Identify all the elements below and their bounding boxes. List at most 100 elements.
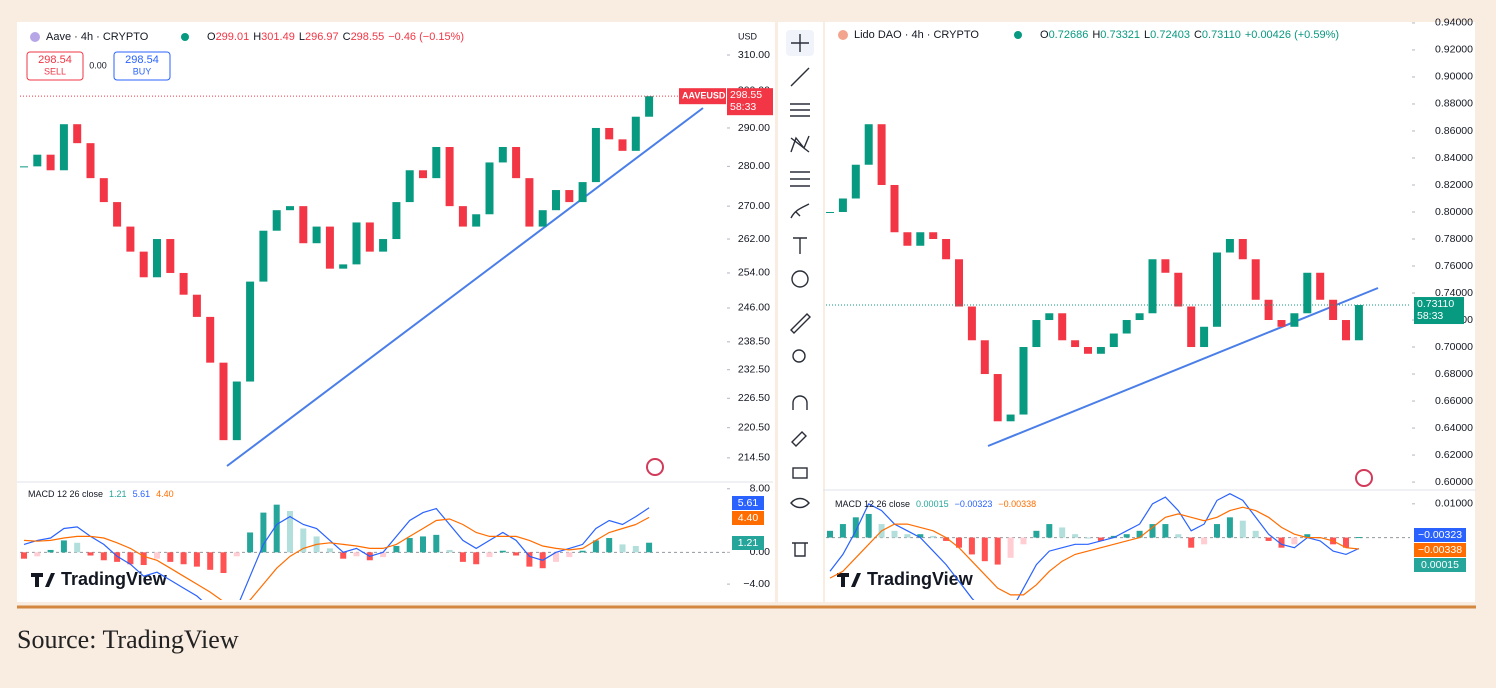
- candle: [1290, 313, 1299, 327]
- trend-line[interactable]: [987, 287, 1379, 447]
- value-box: [732, 496, 764, 510]
- candle: [73, 124, 82, 144]
- value-box-label: 4.40: [738, 512, 759, 524]
- sell-price[interactable]: 298.54: [38, 54, 72, 66]
- candle: [1019, 347, 1028, 415]
- histogram-bar: [852, 517, 859, 538]
- histogram-bar: [904, 534, 911, 538]
- sell-label[interactable]: SELL: [44, 66, 66, 76]
- candle: [1071, 340, 1080, 348]
- histogram-bar: [1252, 530, 1259, 538]
- candle: [1122, 320, 1131, 334]
- fib-tool[interactable]: [790, 103, 810, 117]
- candle: [916, 232, 925, 246]
- candle: [206, 316, 215, 363]
- flag-icon: [646, 458, 664, 476]
- macd-tick-label: 8.00: [750, 483, 771, 495]
- candle: [192, 294, 201, 317]
- price-tag: 298.55: [730, 89, 762, 101]
- histogram-bar: [1085, 537, 1091, 539]
- candle: [20, 166, 28, 168]
- price-tick-label: 0.70000: [1435, 341, 1473, 353]
- histogram-bar: [287, 511, 293, 553]
- legend-value: −0.00323: [955, 499, 993, 509]
- delete-tool[interactable]: [792, 542, 808, 557]
- histogram-bar: [1355, 537, 1362, 539]
- candle: [405, 170, 414, 203]
- ticker-tag: AAVEUSD: [682, 91, 726, 101]
- quote-key: O: [1040, 29, 1049, 41]
- value-box: [1414, 543, 1466, 557]
- lock-draw-tool[interactable]: [791, 431, 807, 447]
- projection-tool[interactable]: [790, 171, 810, 187]
- macd-tick-label: −4.00: [743, 578, 770, 590]
- histogram-bar: [380, 552, 387, 558]
- emoji-tool[interactable]: [791, 270, 809, 288]
- candle: [458, 206, 467, 227]
- text-tool[interactable]: [793, 237, 807, 254]
- histogram-bar: [273, 504, 280, 553]
- value-box-label: −0.00338: [1418, 544, 1462, 556]
- brush-tool[interactable]: [790, 203, 810, 219]
- histogram-bar: [1265, 537, 1272, 541]
- candle: [591, 127, 600, 183]
- candle: [246, 281, 255, 382]
- price-tick-label: 0.74000: [1435, 287, 1473, 299]
- histogram-bar: [1188, 537, 1195, 548]
- pattern-tool[interactable]: [790, 135, 810, 153]
- histogram-bar: [433, 534, 440, 553]
- histogram-bar: [553, 552, 559, 562]
- candle: [552, 190, 560, 211]
- histogram-bar: [619, 544, 626, 553]
- buy-button[interactable]: [113, 51, 171, 81]
- trend-line[interactable]: [226, 107, 704, 467]
- candle: [59, 124, 68, 171]
- symbol: Lido DAO · 4h · CRYPTO: [854, 29, 979, 41]
- crosshair-tool[interactable]: [791, 34, 809, 52]
- price-tag-bg: [1414, 297, 1464, 325]
- candle: [838, 198, 847, 212]
- price-tick-label: 226.50: [738, 392, 770, 404]
- price-tick-label: 280.00: [738, 160, 770, 172]
- candle: [605, 127, 614, 140]
- countdown: 58:33: [730, 101, 756, 113]
- quote-value: 0.73321: [1100, 29, 1140, 41]
- zoom-tool[interactable]: [792, 349, 806, 363]
- price-tick-label: 0.66000: [1435, 395, 1473, 407]
- candle: [352, 222, 361, 265]
- candle: [113, 202, 122, 227]
- histogram-bar: [956, 537, 962, 548]
- price-tag: 0.73110: [1417, 298, 1454, 310]
- histogram-bar: [606, 538, 613, 553]
- candle: [99, 178, 108, 203]
- toolbar[interactable]: [786, 30, 814, 557]
- price-tick-label: 0.60000: [1435, 476, 1473, 488]
- macd-line: [829, 493, 1360, 600]
- status-dot: [181, 33, 189, 41]
- macd-title: MACD 12 26 close: [835, 499, 910, 509]
- price-tick-label: 220.50: [738, 421, 770, 433]
- quote-key: O: [207, 31, 216, 43]
- candle: [955, 259, 963, 307]
- ruler-tool[interactable]: [790, 313, 811, 334]
- hide-tool[interactable]: [790, 497, 810, 509]
- buy-label[interactable]: BUY: [133, 66, 152, 76]
- line-tool[interactable]: [790, 67, 810, 87]
- sell-button[interactable]: [26, 51, 84, 81]
- histogram-bar: [446, 549, 453, 553]
- candle: [1109, 333, 1118, 348]
- candle: [525, 178, 534, 227]
- currency[interactable]: USD: [738, 31, 758, 41]
- lock-tool[interactable]: [792, 467, 808, 479]
- histogram-bar: [994, 537, 1001, 565]
- buy-price[interactable]: 298.54: [125, 54, 159, 66]
- candle: [565, 190, 574, 203]
- histogram-bar: [827, 530, 833, 538]
- candle: [485, 162, 494, 215]
- magnet-tool[interactable]: [792, 395, 808, 410]
- histogram-bar: [1033, 530, 1040, 538]
- histogram-bar: [420, 536, 426, 553]
- histogram-bar: [353, 552, 360, 557]
- histogram-bar: [220, 552, 227, 573]
- quote: O299.01 H301.49 L296.97 C298.55 −0.46 (−0.15…: [207, 31, 464, 43]
